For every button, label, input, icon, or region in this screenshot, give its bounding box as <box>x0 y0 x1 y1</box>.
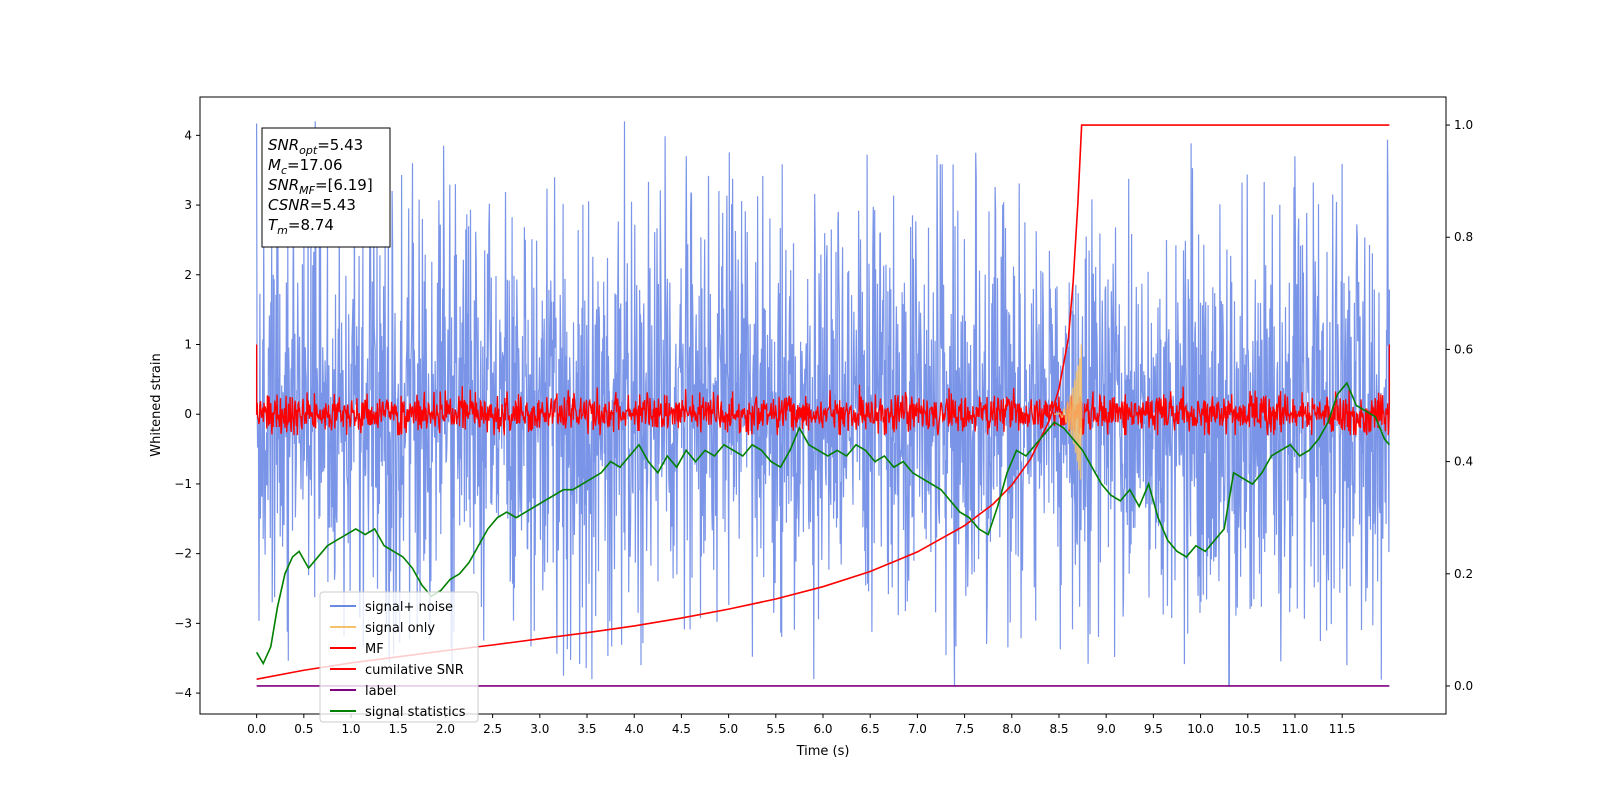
y-left-tick-label: 4 <box>184 128 192 142</box>
x-tick-label: 0.5 <box>294 722 313 736</box>
x-tick-label: 0.0 <box>247 722 266 736</box>
y-axis-right: 1.0 0.8 0.6 0.4 0.2 0.0 <box>1446 118 1473 693</box>
legend: signal+ noise signal only MF cumilative SNR… <box>319 591 479 723</box>
x-axis: 0.0 0.5 1.0 1.5 2.0 2.5 3.0 3.5 4.0 4.5 5.0 5.5 6.0 6… <box>247 714 1356 736</box>
annotation-box: SNRopt=5.43Mc=17.06SNRMF=[6.19]CSNR=5.43… <box>261 127 391 248</box>
y-left-tick-label: −3 <box>174 616 192 630</box>
y-right-tick-label: 0.8 <box>1454 230 1473 244</box>
y-left-tick-label: −1 <box>174 477 192 491</box>
series-mf-group <box>255 344 1391 436</box>
x-tick-label: 11.5 <box>1329 722 1356 736</box>
annotation-line: Mc=17.06 <box>268 156 343 177</box>
x-tick-label: 8.0 <box>1002 722 1021 736</box>
y-left-tick-label: −4 <box>174 686 192 700</box>
annotation-line: SNRMF=[6.19] <box>268 176 373 197</box>
legend-label: label <box>365 684 396 699</box>
y-right-tick-label: 0.0 <box>1454 679 1473 693</box>
x-tick-label: 1.5 <box>389 722 408 736</box>
y-right-tick-label: 0.6 <box>1454 342 1473 356</box>
y-axis-left: 4 3 2 1 0 −1 −2 −3 −4 <box>174 128 200 700</box>
y-left-tick-label: 2 <box>184 268 192 282</box>
annotation-line: SNRopt=5.43 <box>268 136 363 157</box>
legend-frame <box>319 591 479 723</box>
y-axis-left-label: Whitened strain <box>149 353 164 456</box>
y-right-tick-label: 1.0 <box>1454 118 1473 132</box>
x-tick-label: 3.5 <box>577 722 596 736</box>
legend-label: signal+ noise <box>365 600 453 615</box>
legend-label: cumilative SNR <box>365 663 464 678</box>
annotation-line: CSNR=5.43 <box>268 196 356 214</box>
y-right-tick-label: 0.4 <box>1454 455 1473 469</box>
x-axis-label: Time (s) <box>796 744 850 759</box>
x-tick-label: 9.5 <box>1144 722 1163 736</box>
x-tick-label: 6.0 <box>813 722 832 736</box>
legend-label: signal only <box>365 621 435 636</box>
x-tick-label: 1.0 <box>341 722 360 736</box>
x-tick-label: 4.0 <box>625 722 644 736</box>
series-signal-only-group <box>1054 344 1083 480</box>
x-tick-label: 4.5 <box>672 722 691 736</box>
x-tick-label: 3.0 <box>530 722 549 736</box>
y-left-tick-label: 3 <box>184 198 192 212</box>
legend-label: MF <box>365 642 384 657</box>
x-tick-label: 5.5 <box>766 722 785 736</box>
y-left-tick-label: 0 <box>184 407 192 421</box>
series-signal-plus-noise-group <box>256 121 1390 687</box>
x-tick-label: 2.0 <box>436 722 455 736</box>
x-tick-label: 7.0 <box>908 722 927 736</box>
y-left-tick-label: −2 <box>174 547 192 561</box>
x-tick-label: 7.5 <box>955 722 974 736</box>
signal-plus-noise-line <box>256 121 1390 687</box>
x-tick-label: 8.5 <box>1049 722 1068 736</box>
x-tick-label: 2.5 <box>483 722 502 736</box>
annotation-frame <box>261 127 391 248</box>
x-tick-label: 10.0 <box>1187 722 1214 736</box>
x-tick-label: 9.0 <box>1097 722 1116 736</box>
x-tick-label: 10.5 <box>1234 722 1261 736</box>
x-tick-label: 5.0 <box>719 722 738 736</box>
legend-label: signal statistics <box>365 705 466 720</box>
y-right-tick-label: 0.2 <box>1454 567 1473 581</box>
mf-line <box>255 344 1391 436</box>
y-left-tick-label: 1 <box>184 337 192 351</box>
x-tick-label: 6.5 <box>861 722 880 736</box>
x-tick-label: 11.0 <box>1282 722 1309 736</box>
annotation-line: Tm=8.74 <box>268 216 334 237</box>
signal-only-line <box>1054 344 1083 480</box>
